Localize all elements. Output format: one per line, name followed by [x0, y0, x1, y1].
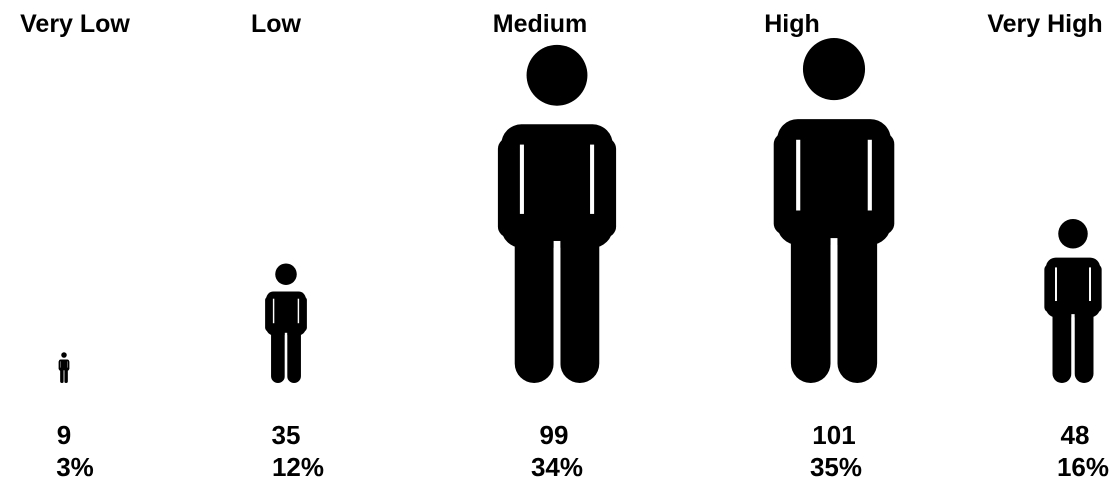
- person-arm: [58, 360, 61, 370]
- percent-label-low: 12%: [271, 452, 325, 482]
- person-icon-medium: [497, 44, 617, 383]
- person-arm: [265, 296, 273, 332]
- person-head: [802, 38, 866, 101]
- leg-gap: [1071, 314, 1075, 383]
- category-label-very-low: Very Low: [20, 10, 130, 38]
- percent-label-high: 35%: [809, 452, 863, 482]
- person-hips: [1052, 301, 1094, 311]
- person-arm: [497, 137, 520, 238]
- leg-gap: [284, 332, 288, 383]
- arm-gap: [867, 139, 872, 235]
- person-leg: [1074, 304, 1094, 383]
- person-icon-high: [773, 38, 895, 383]
- leg-gap: [63, 370, 65, 383]
- person-arm: [871, 132, 895, 235]
- person-leg: [271, 325, 285, 383]
- person-arm: [594, 137, 617, 238]
- arm-gap: [519, 144, 524, 238]
- count-label-low: 35: [271, 420, 301, 450]
- person-leg: [1052, 304, 1072, 383]
- person-icon-very-high: [1044, 219, 1102, 383]
- person-head: [61, 352, 67, 358]
- arm-gap: [1055, 267, 1057, 313]
- percent-label-very-low: 3%: [56, 452, 94, 482]
- person-hips: [514, 213, 600, 235]
- person-leg: [64, 368, 68, 383]
- person-head: [526, 44, 588, 106]
- person-leg: [287, 325, 301, 383]
- person-arm: [299, 296, 307, 332]
- person-leg: [514, 220, 554, 383]
- person-hips: [790, 210, 878, 232]
- person-head: [1058, 219, 1088, 249]
- category-label-very-high: Very High: [987, 10, 1103, 38]
- arm-gap: [590, 144, 595, 238]
- person-leg: [60, 368, 64, 383]
- person-icon-very-low: [58, 352, 70, 383]
- person-leg: [790, 217, 831, 383]
- percent-label-medium: 34%: [530, 452, 584, 482]
- percent-label-very-high: 16%: [1056, 452, 1110, 482]
- arm-gap: [1089, 267, 1091, 313]
- person-leg: [560, 220, 600, 383]
- person-arm: [1090, 264, 1102, 313]
- count-label-high: 101: [812, 420, 856, 450]
- arm-gap: [297, 298, 300, 332]
- count-label-medium: 99: [539, 420, 569, 450]
- person-head: [275, 263, 297, 285]
- arm-gap: [272, 298, 275, 332]
- arm-gap: [796, 139, 801, 235]
- person-hips: [271, 323, 301, 331]
- person-leg: [837, 217, 878, 383]
- person-arm: [773, 132, 797, 235]
- leg-gap: [553, 240, 561, 383]
- person-arm: [1044, 264, 1056, 313]
- count-label-very-low: 9: [56, 420, 72, 450]
- category-label-high: High: [764, 10, 820, 38]
- category-label-medium: Medium: [492, 10, 588, 38]
- person-hips: [60, 367, 68, 370]
- category-label-low: Low: [251, 10, 301, 38]
- leg-gap: [830, 238, 838, 383]
- count-label-very-high: 48: [1060, 420, 1090, 450]
- person-icon-low: [265, 263, 307, 383]
- person-arm: [67, 360, 70, 370]
